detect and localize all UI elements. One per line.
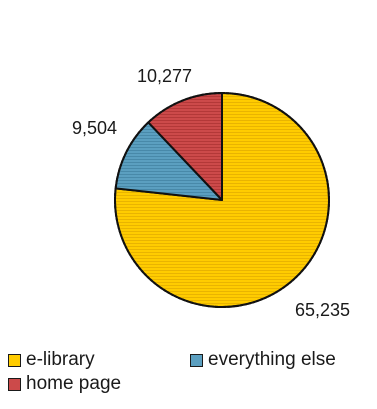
pie-rim bbox=[114, 92, 330, 308]
pie-plot: 65,235 9,504 10,277 bbox=[72, 66, 350, 320]
legend-item-home-page: home page bbox=[8, 372, 121, 396]
data-label-home-page: 10,277 bbox=[137, 66, 192, 86]
legend-swatch-e-library bbox=[8, 353, 21, 367]
legend-label-e-library: e-library bbox=[26, 349, 95, 370]
data-label-e-library: 65,235 bbox=[295, 300, 350, 320]
legend-item-e-library: e-library bbox=[8, 348, 95, 372]
legend-item-everything-else: everything else bbox=[190, 348, 336, 372]
data-label-everything-else: 9,504 bbox=[72, 118, 117, 138]
legend-label-everything-else: everything else bbox=[208, 349, 336, 370]
legend-swatch-everything-else bbox=[190, 353, 203, 367]
legend-label-home-page: home page bbox=[26, 373, 122, 394]
legend-swatch-home-page bbox=[8, 377, 21, 391]
